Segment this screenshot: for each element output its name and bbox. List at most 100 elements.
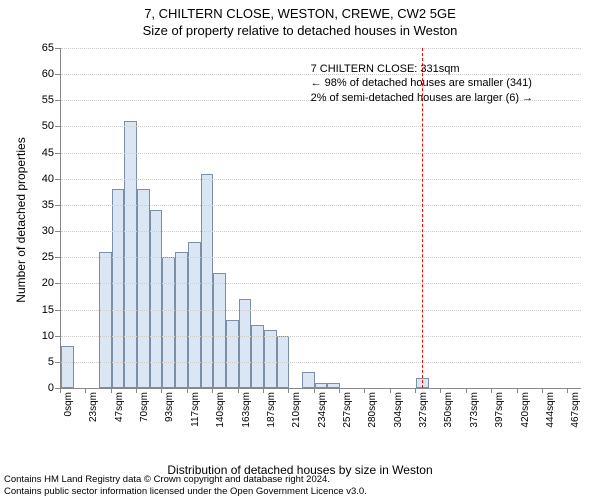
ytick-label: 30 (24, 225, 54, 237)
xtick-mark (542, 388, 543, 393)
xtick-label: 373sqm (469, 392, 480, 428)
ytick-label: 0 (24, 382, 54, 394)
bar (302, 372, 315, 388)
xtick-mark (466, 388, 467, 393)
ytick-label: 5 (24, 356, 54, 368)
ytick-mark (55, 74, 60, 75)
xtick-mark (339, 388, 340, 393)
ytick-label: 55 (24, 94, 54, 106)
ytick-label: 25 (24, 251, 54, 263)
xtick-mark (111, 388, 112, 393)
xtick-label: 117sqm (190, 392, 201, 427)
gridline (61, 126, 581, 127)
gridline (61, 153, 581, 154)
ytick-label: 35 (24, 199, 54, 211)
xtick-label: 397sqm (494, 392, 505, 428)
xtick-label: 23sqm (88, 392, 99, 422)
ytick-mark (55, 283, 60, 284)
ytick-label: 10 (24, 330, 54, 342)
ytick-label: 50 (24, 120, 54, 132)
gridline (61, 362, 581, 363)
xtick-label: 140sqm (215, 392, 226, 428)
ytick-mark (55, 153, 60, 154)
xtick-label: 304sqm (393, 392, 404, 428)
bar (226, 320, 239, 388)
gridline (61, 257, 581, 258)
bar (99, 252, 112, 388)
xtick-mark (440, 388, 441, 393)
ytick-label: 45 (24, 147, 54, 159)
ytick-label: 20 (24, 277, 54, 289)
bar (137, 189, 150, 388)
xtick-mark (136, 388, 137, 393)
ytick-mark (55, 257, 60, 258)
xtick-mark (238, 388, 239, 393)
xtick-label: 187sqm (266, 392, 277, 428)
ytick-mark (55, 126, 60, 127)
xtick-mark (187, 388, 188, 393)
ytick-label: 40 (24, 173, 54, 185)
chart-title: 7, CHILTERN CLOSE, WESTON, CREWE, CW2 5G… (0, 0, 600, 21)
bar (124, 121, 137, 388)
bar (239, 299, 252, 388)
xtick-label: 70sqm (139, 392, 150, 422)
bar (315, 383, 328, 388)
xtick-label: 280sqm (367, 392, 378, 428)
chart-subtitle: Size of property relative to detached ho… (0, 21, 600, 38)
gridline (61, 336, 581, 337)
annotation-line: 7 CHILTERN CLOSE: 331sqm (311, 62, 534, 77)
ytick-label: 60 (24, 68, 54, 80)
xtick-label: 257sqm (342, 392, 353, 428)
plot-area: 7 CHILTERN CLOSE: 331sqm← 98% of detache… (60, 48, 580, 418)
bar (112, 189, 125, 388)
bar (264, 330, 277, 388)
xtick-label: 163sqm (241, 392, 252, 428)
annotation-box: 7 CHILTERN CLOSE: 331sqm← 98% of detache… (311, 62, 534, 107)
ytick-mark (55, 48, 60, 49)
ytick-mark (55, 310, 60, 311)
ytick-mark (55, 336, 60, 337)
gridline (61, 48, 581, 49)
xtick-label: 420sqm (520, 392, 531, 428)
bar (213, 273, 226, 388)
bar (251, 325, 264, 388)
xtick-label: 444sqm (545, 392, 556, 428)
bar (162, 257, 175, 388)
xtick-mark (517, 388, 518, 393)
ytick-mark (55, 100, 60, 101)
xtick-label: 210sqm (291, 392, 302, 428)
xtick-label: 327sqm (418, 392, 429, 428)
xtick-mark (390, 388, 391, 393)
xtick-label: 0sqm (63, 392, 74, 416)
xtick-label: 234sqm (317, 392, 328, 428)
xtick-mark (263, 388, 264, 393)
xtick-mark (415, 388, 416, 393)
footer-line-2: Contains public sector information licen… (4, 486, 367, 498)
xtick-mark (364, 388, 365, 393)
annotation-line: 2% of semi-detached houses are larger (6… (311, 91, 534, 106)
chart-inner: 7 CHILTERN CLOSE: 331sqm← 98% of detache… (60, 48, 581, 389)
gridline (61, 310, 581, 311)
xtick-label: 47sqm (114, 392, 125, 422)
gridline (61, 179, 581, 180)
xtick-mark (212, 388, 213, 393)
xtick-mark (60, 388, 61, 393)
ytick-mark (55, 231, 60, 232)
footer-line-1: Contains HM Land Registry data © Crown c… (4, 474, 367, 486)
ytick-label: 65 (24, 42, 54, 54)
xtick-mark (567, 388, 568, 393)
ytick-label: 15 (24, 304, 54, 316)
gridline (61, 231, 581, 232)
xtick-mark (314, 388, 315, 393)
bar (188, 242, 201, 388)
ytick-mark (55, 205, 60, 206)
footer-attribution: Contains HM Land Registry data © Crown c… (4, 474, 367, 498)
chart-container: 7, CHILTERN CLOSE, WESTON, CREWE, CW2 5G… (0, 0, 600, 500)
xtick-mark (491, 388, 492, 393)
xtick-mark (288, 388, 289, 393)
xtick-label: 350sqm (443, 392, 454, 428)
bar (175, 252, 188, 388)
bar (61, 346, 74, 388)
xtick-label: 93sqm (164, 392, 175, 422)
xtick-mark (85, 388, 86, 393)
